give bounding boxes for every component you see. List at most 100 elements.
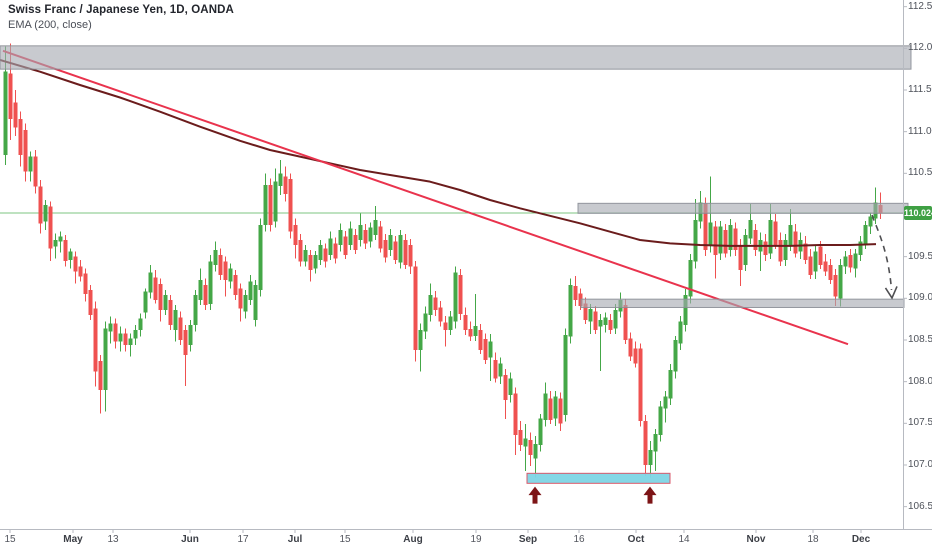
candle-body [118, 333, 123, 342]
candle-body [83, 273, 88, 295]
candle-body [343, 236, 348, 255]
candle-body [528, 439, 533, 455]
time-axis-label: 14 [678, 534, 690, 545]
candle-body [833, 274, 838, 297]
candle-body [813, 251, 818, 272]
candle-body [148, 272, 153, 293]
candlestick-series[interactable] [3, 43, 883, 478]
ema-indicator-label[interactable]: EMA (200, close) [8, 19, 92, 31]
candle-body [803, 243, 808, 260]
candle-body [533, 444, 538, 459]
candle-body [73, 256, 78, 272]
candle-body [583, 303, 588, 320]
candle-body [668, 369, 673, 399]
candle-body [68, 251, 73, 260]
candle-body [868, 216, 873, 227]
candle-body [163, 294, 168, 310]
ema-200-line[interactable] [0, 59, 877, 247]
candle-body [23, 129, 28, 172]
price-axis[interactable]: 112.500 112.000 111.500 111.000 110.500 110.0… [903, 0, 932, 529]
candle-body [238, 288, 243, 309]
candle-body [478, 329, 483, 350]
candle-body [823, 261, 828, 272]
candle-body [153, 277, 158, 300]
candle-body [28, 156, 33, 172]
time-axis[interactable]: 15 May 13 Jun 17 Jul 15 Aug 19 Sep 16 Oct 14 Nov 18 Dec [0, 529, 932, 550]
price-axis-label: 106.500 [908, 500, 932, 512]
candle-body [608, 319, 613, 330]
candle-body [523, 438, 528, 447]
candle-body [223, 261, 228, 280]
candle-body [788, 224, 793, 245]
time-axis-label: May [63, 534, 83, 545]
candle-body [863, 224, 868, 244]
time-axis-label: 15 [4, 534, 16, 545]
candle-body [88, 289, 93, 315]
candle-body [693, 219, 698, 262]
candle-body [633, 348, 638, 364]
candle-body [233, 274, 238, 295]
time-axis-label: Dec [851, 534, 871, 545]
candle-body [453, 272, 458, 322]
candle-body [748, 219, 753, 239]
chart-legend: Swiss Franc / Japanese Yen, 1D, OANDA EM… [8, 4, 234, 31]
time-axis-label: Aug [403, 534, 423, 545]
candle-body [318, 244, 323, 260]
candle-body [648, 449, 653, 465]
price-axis-label: 108.500 [908, 333, 932, 345]
candle-body [3, 71, 8, 155]
candle-body [673, 339, 678, 372]
candle-body [158, 284, 163, 310]
candle-body [268, 184, 273, 225]
projection-arrow[interactable] [871, 214, 893, 291]
candle-body [133, 329, 138, 339]
candle-body [13, 102, 18, 128]
price-axis-label: 112.000 [908, 42, 932, 54]
candle-body [263, 184, 268, 225]
supply-zone-112[interactable] [0, 45, 912, 70]
candle-body [773, 221, 778, 245]
trendline[interactable] [2, 49, 849, 346]
candle-body [703, 203, 708, 250]
candle-body [128, 338, 133, 345]
symbol-title[interactable]: Swiss Franc / Japanese Yen, 1D, OANDA [8, 4, 234, 16]
candle-body [228, 268, 233, 282]
candle-body [218, 254, 223, 275]
price-axis-label: 107.500 [908, 417, 932, 429]
candle-body [258, 224, 263, 290]
candle-body [438, 307, 443, 322]
candle-body [418, 329, 423, 350]
candle-body [188, 324, 193, 345]
candle-body [338, 229, 343, 245]
candle-body [513, 393, 518, 435]
demand-zone-box[interactable] [526, 472, 671, 484]
candle-body [448, 316, 453, 330]
candle-body [413, 266, 418, 350]
support-zone-109[interactable] [580, 298, 905, 308]
candle-body [278, 173, 283, 186]
up-arrow[interactable] [528, 486, 542, 504]
candle-body [308, 254, 313, 270]
candle-body [283, 176, 288, 195]
candle-body [858, 241, 863, 255]
price-axis-label: 107.000 [908, 458, 932, 470]
candle-body [658, 406, 663, 435]
candle-body [818, 246, 823, 265]
candle-body [508, 378, 513, 395]
candle-body [108, 323, 113, 332]
time-axis-label: Jul [287, 534, 303, 545]
up-arrow[interactable] [643, 486, 657, 504]
candle-body [373, 219, 378, 235]
candle-body [728, 224, 733, 250]
price-axis-label: 109.500 [908, 250, 932, 262]
candle-body [683, 294, 688, 325]
candle-body [298, 239, 303, 262]
candle-body [678, 321, 683, 344]
candle-body [358, 224, 363, 240]
resistance-zone-110[interactable] [577, 202, 909, 214]
time-axis-label: Sep [518, 534, 538, 545]
candle-body [738, 244, 743, 270]
candle-body [843, 256, 848, 267]
candle-body [753, 229, 758, 250]
